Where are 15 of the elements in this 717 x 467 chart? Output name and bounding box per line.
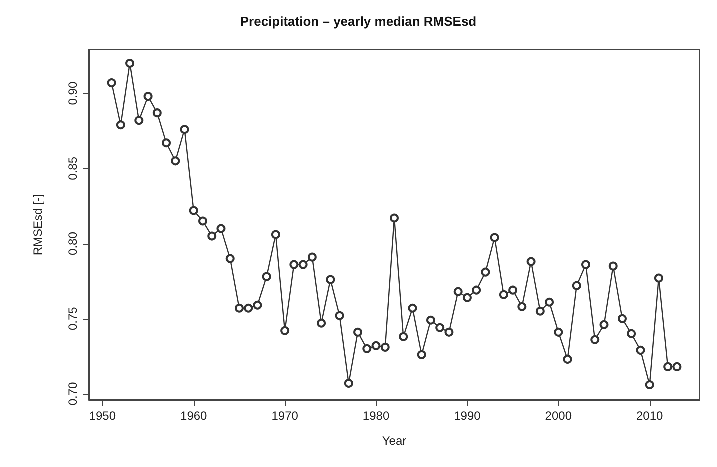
x-tick-label: 2010 xyxy=(636,409,664,423)
x-tick-label: 1960 xyxy=(180,409,208,423)
y-tick-label: 0.85 xyxy=(66,156,80,180)
x-tick-label: 1950 xyxy=(89,409,116,423)
y-tick-label: 0.75 xyxy=(66,306,80,331)
chart-title: Precipitation – yearly median RMSEsd xyxy=(240,14,477,29)
x-tick-label: 1990 xyxy=(454,409,482,423)
y-tick-label: 0.80 xyxy=(66,232,80,256)
x-tick-label: 1970 xyxy=(272,409,299,423)
x-tick-label: 1980 xyxy=(362,409,390,423)
x-tick-label: 2000 xyxy=(545,409,572,423)
y-tick-label: 0.90 xyxy=(66,82,80,106)
x-axis-title: Year xyxy=(382,434,407,448)
y-axis-title: RMSEsd [-] xyxy=(31,194,45,256)
y-tick-label: 0.70 xyxy=(66,382,80,406)
